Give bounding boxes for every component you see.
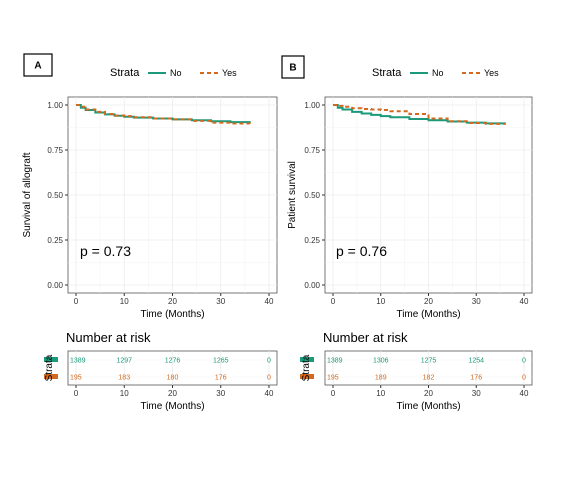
y-tick-label: 0.25	[304, 236, 320, 245]
risk-table-ylabel: Strata	[301, 354, 312, 381]
risk-swatch-yes	[44, 374, 58, 379]
legend-entry: No	[432, 68, 444, 78]
risk-x-tick-label: 30	[216, 389, 225, 398]
risk-table-title: Number at risk	[66, 330, 151, 345]
risk-count: 1276	[165, 358, 181, 365]
x-axis-label: Time (Months)	[140, 309, 204, 320]
risk-x-tick-label: 0	[331, 389, 336, 398]
risk-count: 195	[327, 375, 339, 382]
risk-count: 1254	[468, 358, 484, 365]
panel-label: A	[34, 61, 41, 72]
risk-count: 195	[70, 375, 82, 382]
risk-count: 183	[118, 375, 130, 382]
risk-x-tick-label: 40	[520, 389, 529, 398]
y-tick-label: 0.00	[304, 281, 320, 290]
risk-x-tick-label: 20	[168, 389, 177, 398]
risk-count: 1275	[421, 358, 437, 365]
risk-count: 0	[267, 358, 271, 365]
legend-entry: Yes	[484, 68, 499, 78]
risk-count: 176	[215, 375, 227, 382]
y-axis-label: Patient survival	[287, 161, 298, 229]
risk-count: 182	[423, 375, 435, 382]
risk-x-tick-label: 40	[265, 389, 274, 398]
y-tick-label: 0.00	[47, 281, 63, 290]
y-axis-label: Survival of allograft	[22, 152, 33, 237]
p-value: p = 0.73	[80, 243, 131, 259]
risk-count: 0	[522, 375, 526, 382]
x-tick-label: 40	[520, 297, 529, 306]
panel-a: A Strata No Yes 0 10 20 30 40 0.00 0.25 0.50 0.75 1.0…	[22, 53, 278, 412]
x-tick-label: 40	[265, 297, 274, 306]
y-tick-label: 0.25	[47, 236, 63, 245]
panel-b: B Strata No Yes 0 10 20 30 40 0.00 0.25 0.50 0.75 1.0…	[281, 55, 533, 412]
risk-table-xlabel: Time (Months)	[140, 401, 204, 412]
x-axis-label: Time (Months)	[396, 309, 460, 320]
legend-title: Strata	[372, 67, 402, 79]
x-tick-label: 30	[216, 297, 225, 306]
risk-table-ylabel: Strata	[44, 354, 55, 381]
x-tick-label: 20	[168, 297, 177, 306]
risk-table-title: Number at risk	[323, 330, 408, 345]
x-tick-label: 0	[74, 297, 79, 306]
y-tick-label: 1.00	[47, 101, 63, 110]
y-tick-label: 0.75	[47, 146, 63, 155]
series-line-yes	[76, 104, 251, 125]
y-tick-label: 1.00	[304, 101, 320, 110]
legend-title: Strata	[110, 67, 140, 79]
risk-swatch-no	[44, 357, 58, 362]
risk-count: 176	[470, 375, 482, 382]
risk-x-tick-label: 20	[424, 389, 433, 398]
legend-entry: Yes	[222, 68, 237, 78]
risk-count: 1297	[116, 358, 132, 365]
legend-entry: No	[170, 68, 182, 78]
risk-count: 0	[267, 375, 271, 382]
x-tick-label: 10	[120, 297, 129, 306]
panel-label-box	[23, 53, 53, 77]
risk-x-tick-label: 10	[120, 389, 129, 398]
panel-label: B	[289, 63, 296, 74]
risk-x-tick-label: 0	[74, 389, 79, 398]
y-tick-label: 0.50	[304, 191, 320, 200]
risk-table-xlabel: Time (Months)	[396, 401, 460, 412]
risk-count: 1389	[327, 358, 343, 365]
p-value: p = 0.76	[336, 243, 387, 259]
series-line-yes	[333, 104, 506, 125]
x-tick-label: 0	[331, 297, 336, 306]
risk-count: 180	[167, 375, 179, 382]
risk-count: 189	[375, 375, 387, 382]
risk-count: 1306	[373, 358, 389, 365]
panel-label-box	[281, 55, 305, 79]
risk-x-tick-label: 10	[376, 389, 385, 398]
x-tick-label: 20	[424, 297, 433, 306]
y-tick-label: 0.75	[304, 146, 320, 155]
risk-swatch-no	[300, 357, 314, 362]
risk-count: 1389	[70, 358, 86, 365]
x-tick-label: 30	[472, 297, 481, 306]
y-tick-label: 0.50	[47, 191, 63, 200]
risk-x-tick-label: 30	[472, 389, 481, 398]
risk-swatch-yes	[300, 374, 314, 379]
x-tick-label: 10	[376, 297, 385, 306]
risk-count: 0	[522, 358, 526, 365]
risk-count: 1265	[213, 358, 229, 365]
